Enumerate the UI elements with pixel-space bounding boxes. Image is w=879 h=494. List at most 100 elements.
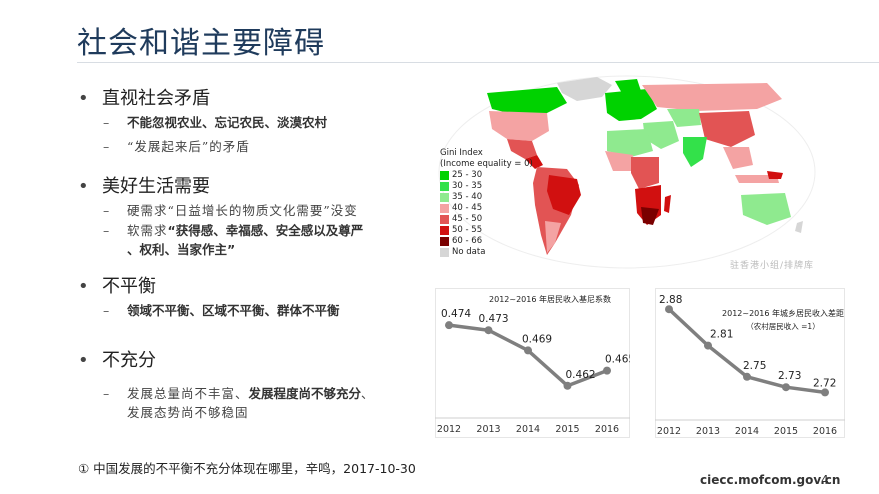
x-tick-label: 2016 xyxy=(813,426,837,437)
x-tick-label: 2014 xyxy=(735,426,759,437)
legend-item: 45 - 50 xyxy=(440,214,533,225)
data-label: 0.469 xyxy=(522,333,552,345)
legend-label: No data xyxy=(452,247,486,257)
data-label: 0.462 xyxy=(566,369,596,381)
map-region-indonesia xyxy=(735,175,779,183)
bullet-3: • 不平衡 xyxy=(78,272,156,298)
data-point xyxy=(704,341,712,350)
sub-bullet-text: 领域不平衡、区域不平衡、群体不平衡 xyxy=(127,303,340,318)
map-region-brazil xyxy=(547,175,581,215)
sub-bullet-dash: – xyxy=(103,115,110,130)
sub-bullet-dash: – xyxy=(103,139,110,154)
data-point xyxy=(563,381,572,390)
x-tick-label: 2012 xyxy=(657,426,681,437)
data-label: 2.73 xyxy=(778,370,801,382)
map-region-india xyxy=(683,137,707,167)
map-region-new-zealand xyxy=(795,221,803,233)
chart-subtitle: （农村居民收入 =1） xyxy=(746,321,819,331)
legend-item: 30 - 35 xyxy=(440,181,533,192)
gini-coefficient-chart: 2012~2016 年居民收入基尼系数 0.474 2012 0.473 2013 0.4… xyxy=(435,288,630,438)
x-tick-label: 2013 xyxy=(476,424,500,435)
sub-bullet-4-2: 发展态势尚不够稳固 xyxy=(103,404,249,422)
map-region-madagascar xyxy=(664,195,671,213)
urban-rural-income-gap-chart: 2012~2016 年城乡居民收入差距 （农村居民收入 =1） 2.88 2012 2.… xyxy=(655,288,845,438)
x-tick-label: 2016 xyxy=(595,424,619,435)
map-region-china xyxy=(699,111,755,147)
data-label: 2.81 xyxy=(710,329,733,341)
x-tick-label: 2014 xyxy=(516,424,540,435)
sub-bullet-dash: – xyxy=(103,223,110,238)
map-region-argentina xyxy=(545,221,561,253)
legend-item: 40 - 45 xyxy=(440,203,533,214)
legend-label: 30 - 35 xyxy=(452,181,483,191)
legend-swatch xyxy=(440,226,449,235)
sub-bullet-2-2: – 软需求“获得感、幸福感、安全感以及尊严 xyxy=(103,222,363,240)
legend-label: 35 - 40 xyxy=(452,192,483,202)
data-label: 2.88 xyxy=(659,294,682,306)
map-region-usa xyxy=(489,111,549,141)
x-tick-label: 2015 xyxy=(555,424,579,435)
legend-title: Gini Index xyxy=(440,148,483,158)
bullet-dot: • xyxy=(78,350,89,371)
legend-item: 50 - 55 xyxy=(440,225,533,236)
map-credit: 驻香港小组/排牌库 xyxy=(730,261,815,271)
map-region-greenland xyxy=(557,77,612,101)
legend-swatch xyxy=(440,237,449,246)
sub-bullet-text: 发展总量尚不丰富、 xyxy=(127,386,249,401)
legend-subtitle: (Income equality = 0) xyxy=(440,159,533,169)
x-tick-label: 2013 xyxy=(696,426,720,437)
data-point xyxy=(603,366,611,375)
sub-bullet-2-1: – 硬需求“日益增长的物质文化需要”没变 xyxy=(103,202,358,220)
x-tick-label: 2015 xyxy=(774,426,798,437)
data-label: 2.75 xyxy=(743,360,766,372)
legend-swatch xyxy=(440,204,449,213)
data-label: 0.474 xyxy=(441,308,471,320)
data-point xyxy=(782,383,790,392)
bullet-2: • 美好生活需要 xyxy=(78,172,210,198)
legend-label: 25 - 30 xyxy=(452,170,483,180)
map-region-central-africa xyxy=(631,157,659,189)
map-region-west-africa xyxy=(605,151,633,171)
map-region-scandinavia xyxy=(615,79,641,95)
map-region-central-america xyxy=(525,155,543,169)
bullet-dot: • xyxy=(78,176,89,197)
legend-swatch xyxy=(440,182,449,191)
legend-swatch xyxy=(440,171,449,180)
legend-item: No data xyxy=(440,247,533,258)
bullet-label: 不充分 xyxy=(102,350,156,371)
footnote: ① 中国发展的不平衡不充分体现在哪里，辛鸣，2017-10-30 xyxy=(78,461,416,476)
data-point xyxy=(484,326,493,335)
legend-item: 25 - 30 xyxy=(440,170,533,181)
map-region-canada xyxy=(487,87,567,115)
map-region-south-africa xyxy=(641,207,659,225)
chart-frame xyxy=(435,288,630,438)
data-point xyxy=(821,388,829,397)
map-region-png xyxy=(767,171,783,179)
data-point xyxy=(524,346,532,355)
map-region-mexico xyxy=(507,139,537,159)
data-label: 0.465 xyxy=(605,354,630,366)
world-gini-map xyxy=(438,75,816,269)
sub-bullet-text: 硬需求“日益增长的物质文化需要”没变 xyxy=(127,203,358,218)
map-region-russia xyxy=(642,83,782,111)
sub-bullet-text: 软需求 xyxy=(127,223,168,238)
data-label: 2.72 xyxy=(813,377,836,389)
bullet-label: 直视社会矛盾 xyxy=(102,88,210,109)
bullet-label: 不平衡 xyxy=(102,276,156,297)
legend-label: 45 - 50 xyxy=(452,214,483,224)
sub-bullet-text: “发展起来后”的矛盾 xyxy=(127,139,250,154)
sub-bullet-4-1: – 发展总量尚不丰富、发展程度尚不够充分、 xyxy=(103,385,375,403)
data-point xyxy=(665,305,673,314)
sub-bullet-dash: – xyxy=(103,386,110,401)
sub-bullet-1-1: – 不能忽视农业、忘记农民、淡漠农村 xyxy=(103,114,327,132)
map-region-australia xyxy=(741,193,791,225)
data-point xyxy=(445,321,453,330)
sub-bullet-3-1: – 领域不平衡、区域不平衡、群体不平衡 xyxy=(103,302,340,320)
sub-bullet-text: 、 xyxy=(361,386,375,401)
page-number: 4 xyxy=(821,473,829,487)
slide-title: 社会和谐主要障碍 xyxy=(77,26,325,61)
map-region-europe xyxy=(605,89,657,121)
legend-swatch xyxy=(440,215,449,224)
legend-swatch xyxy=(440,193,449,202)
